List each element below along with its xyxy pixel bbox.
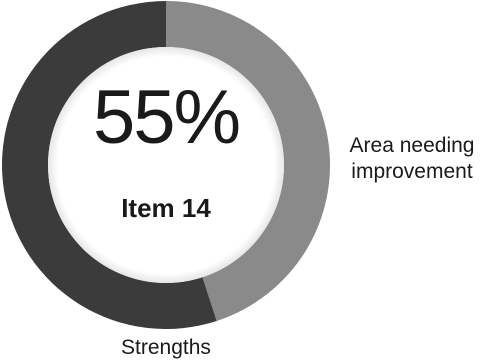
improvement-label-line1: Area needing — [349, 134, 475, 157]
center-percent-value: 55% — [92, 75, 241, 160]
slice-area-needing-improvement — [166, 1, 330, 321]
improvement-slice-label: Area needing improvement — [336, 133, 488, 185]
improvement-label-line2: improvement — [351, 160, 473, 183]
donut-slices — [1, 1, 330, 330]
strengths-slice-label: Strengths — [121, 336, 211, 359]
donut-hole — [48, 47, 284, 283]
center-item-label: Item 14 — [121, 193, 211, 223]
slice-strengths — [1, 1, 217, 330]
